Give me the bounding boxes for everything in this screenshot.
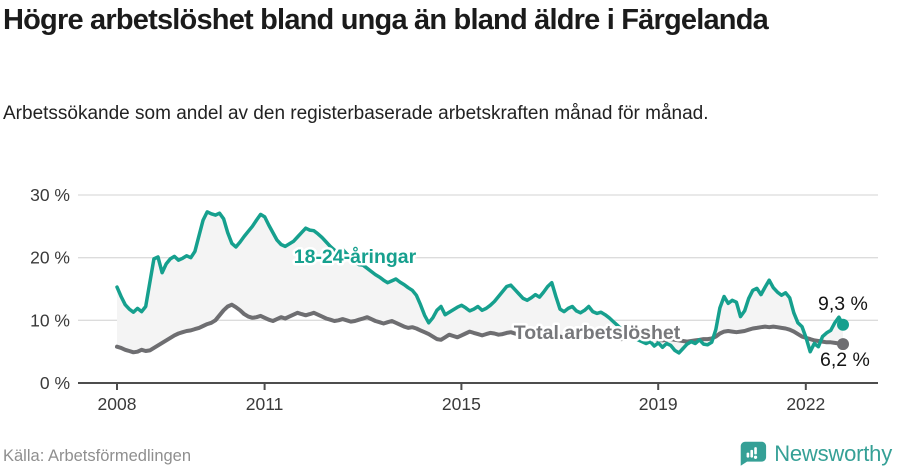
newsworthy-icon xyxy=(740,441,767,466)
total-end-dot xyxy=(837,338,849,351)
line-chart: 0 % 10 % 20 % 30 % 2008 2011 2015 2019 2022 18-24… xyxy=(0,165,900,427)
chart-text: 2022 xyxy=(786,394,825,414)
chart-text: 2019 xyxy=(639,394,678,414)
youth-series-label: 18-24-åringar xyxy=(294,245,417,268)
newsworthy-wordmark: Newsworthy xyxy=(774,440,892,466)
total-series-label: Total arbetslöshet xyxy=(514,322,681,344)
youth-end-dot xyxy=(837,318,849,331)
chart-text: 10 % xyxy=(30,310,70,330)
chart-text: 30 % xyxy=(30,185,70,205)
newsworthy-logo[interactable]: Newsworthy xyxy=(738,439,892,468)
chart-svg: 0 % 10 % 20 % 30 % 2008 2011 2015 2019 2022 18-24… xyxy=(30,185,878,414)
youth-end-value: 9,3 % xyxy=(818,293,868,315)
chart-title: Högre arbetslöshet bland unga än bland ä… xyxy=(3,4,769,36)
chart-subtitle: Arbetssökande som andel av den registerb… xyxy=(3,103,709,124)
youth-series-line xyxy=(115,210,845,355)
source-credit: Källa: Arbetsförmedlingen xyxy=(3,447,192,465)
chart-text: 2008 xyxy=(98,394,137,414)
chart-text: 2011 xyxy=(246,394,284,414)
series-band-fill xyxy=(117,211,843,353)
chart-text: 0 % xyxy=(40,373,70,393)
total-series-line xyxy=(115,302,845,355)
total-end-value: 6,2 % xyxy=(820,349,870,371)
chart-text: 20 % xyxy=(30,248,70,268)
chart-text: 2015 xyxy=(442,394,481,414)
